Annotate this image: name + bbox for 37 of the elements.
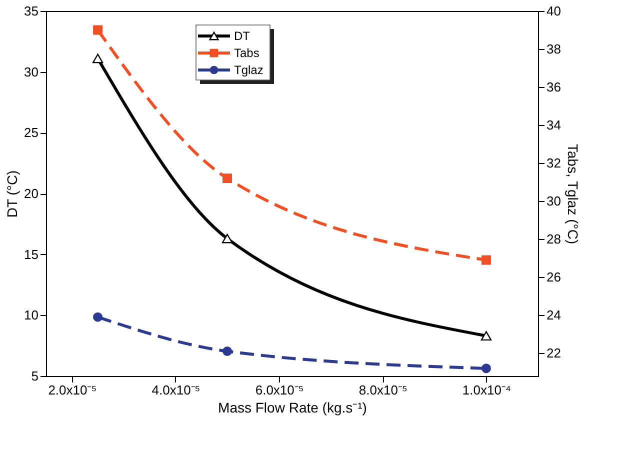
- y2-tick-label: 32: [546, 156, 561, 171]
- y-tick-label: 25: [24, 125, 38, 140]
- y2-axis-title: Tabs, Tglaz (°C): [564, 144, 581, 244]
- y2-tick-label: 26: [546, 270, 561, 285]
- legend-label: Tglaz: [234, 63, 264, 77]
- y-tick-label: 5: [31, 368, 38, 384]
- point: [93, 25, 103, 35]
- legend-label: DT: [234, 29, 251, 43]
- x-tick-label: 8.0x10⁻⁵: [358, 382, 408, 398]
- y2-tick-label: 38: [546, 42, 561, 57]
- y-tick-label: 35: [24, 4, 38, 18]
- point: [481, 255, 491, 265]
- y2-tick-label: 30: [546, 194, 561, 209]
- y2-tick-label: 34: [546, 118, 561, 133]
- point: [222, 174, 232, 184]
- x-tick-label: 2.0x10⁻⁵: [48, 382, 97, 398]
- point: [92, 54, 104, 64]
- y2-tick-label: 40: [546, 4, 561, 18]
- x-tick-label: 6.0x10⁻⁵: [255, 382, 304, 398]
- legend-label: Tabs: [234, 46, 260, 60]
- y-tick-label: 30: [24, 64, 38, 80]
- y2-tick-label: 22: [546, 346, 561, 361]
- y2-tick-label: 28: [546, 232, 561, 247]
- y2-tick-label: 24: [546, 308, 561, 323]
- y-tick-label: 10: [24, 308, 38, 323]
- y2-tick-label: 36: [546, 80, 561, 95]
- point: [481, 364, 491, 374]
- point: [93, 312, 103, 322]
- y-axis-title: DT (°C): [4, 170, 20, 218]
- y-tick-label: 20: [24, 186, 38, 201]
- x-tick-label: 1.0x10⁻⁴: [462, 382, 512, 398]
- x-axis-title: Mass Flow Rate (kg.s⁻¹): [218, 400, 367, 416]
- point: [222, 346, 232, 356]
- point: [222, 234, 233, 244]
- y-tick-label: 15: [24, 246, 38, 262]
- x-tick-label: 4.0x10⁻⁵: [152, 382, 200, 398]
- point: [480, 331, 492, 341]
